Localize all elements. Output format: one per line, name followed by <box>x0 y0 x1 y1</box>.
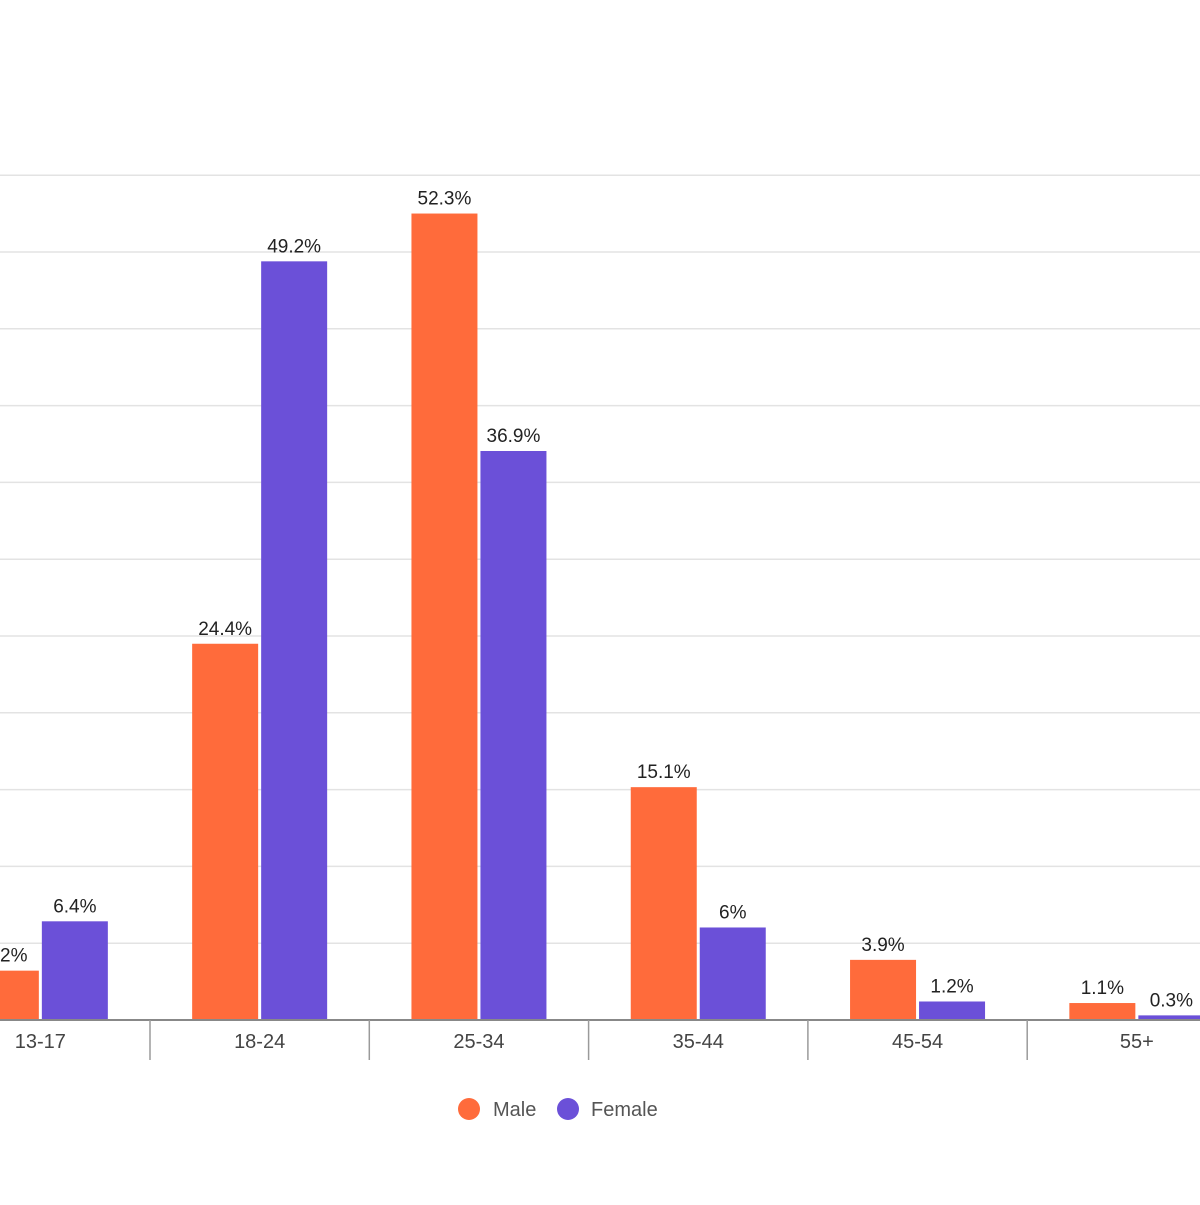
x-tick-label-18-24: 18-24 <box>234 1031 285 1053</box>
data-label-male-13-17: 3.2% <box>0 946 28 967</box>
bars <box>0 213 1200 1020</box>
legend-item-male: Male <box>458 1098 536 1121</box>
data-label-male-45-54: 3.9% <box>861 935 904 956</box>
data-label-male-18-24: 24.4% <box>198 619 252 640</box>
legend: Male Female <box>458 1098 658 1121</box>
data-label-female-35-44: 6% <box>719 902 747 923</box>
bar-male-35-44 <box>630 787 697 1020</box>
data-label-male-55+: 1.1% <box>1081 978 1124 999</box>
data-labels: 3.2% 6.4% 24.4% 49.2% 52.3% 36.9% 15.1% 6% 3.9% 1… <box>0 189 1193 1012</box>
bar-female-45-54 <box>919 1001 986 1020</box>
data-label-female-25-34: 36.9% <box>487 426 541 447</box>
bar-female-35-44 <box>699 927 766 1020</box>
x-tick-label-13-17: 13-17 <box>15 1031 66 1053</box>
legend-label-male: Male <box>493 1099 536 1121</box>
category-separators <box>149 1020 1028 1060</box>
bar-male-45-54 <box>850 959 917 1020</box>
bar-male-13-17 <box>0 970 39 1020</box>
legend-marker-male <box>458 1098 480 1120</box>
x-tick-label-35-44: 35-44 <box>673 1031 724 1053</box>
bar-female-55+ <box>1138 1015 1200 1020</box>
legend-marker-female <box>557 1098 579 1120</box>
data-label-male-35-44: 15.1% <box>637 762 691 783</box>
x-tick-label-45-54: 45-54 <box>892 1031 943 1053</box>
bar-male-25-34 <box>411 213 478 1020</box>
x-tick-label-25-34: 25-34 <box>453 1031 504 1053</box>
x-tick-labels: 13-17 18-24 25-34 35-44 45-54 55+ <box>15 1031 1154 1053</box>
bar-male-18-24 <box>192 643 259 1020</box>
bar-female-13-17 <box>41 921 108 1020</box>
data-label-female-18-24: 49.2% <box>267 236 321 257</box>
data-label-male-25-34: 52.3% <box>418 189 472 210</box>
bar-female-25-34 <box>480 451 547 1020</box>
data-label-female-13-17: 6.4% <box>53 896 96 917</box>
legend-item-female: Female <box>557 1098 658 1121</box>
data-label-female-55+: 0.3% <box>1150 990 1193 1011</box>
gridlines <box>0 174 1200 944</box>
data-label-female-45-54: 1.2% <box>930 976 973 997</box>
legend-label-female: Female <box>591 1099 658 1121</box>
bar-female-18-24 <box>261 261 328 1020</box>
bar-male-55+ <box>1069 1003 1136 1020</box>
x-tick-label-55+: 55+ <box>1120 1031 1154 1053</box>
